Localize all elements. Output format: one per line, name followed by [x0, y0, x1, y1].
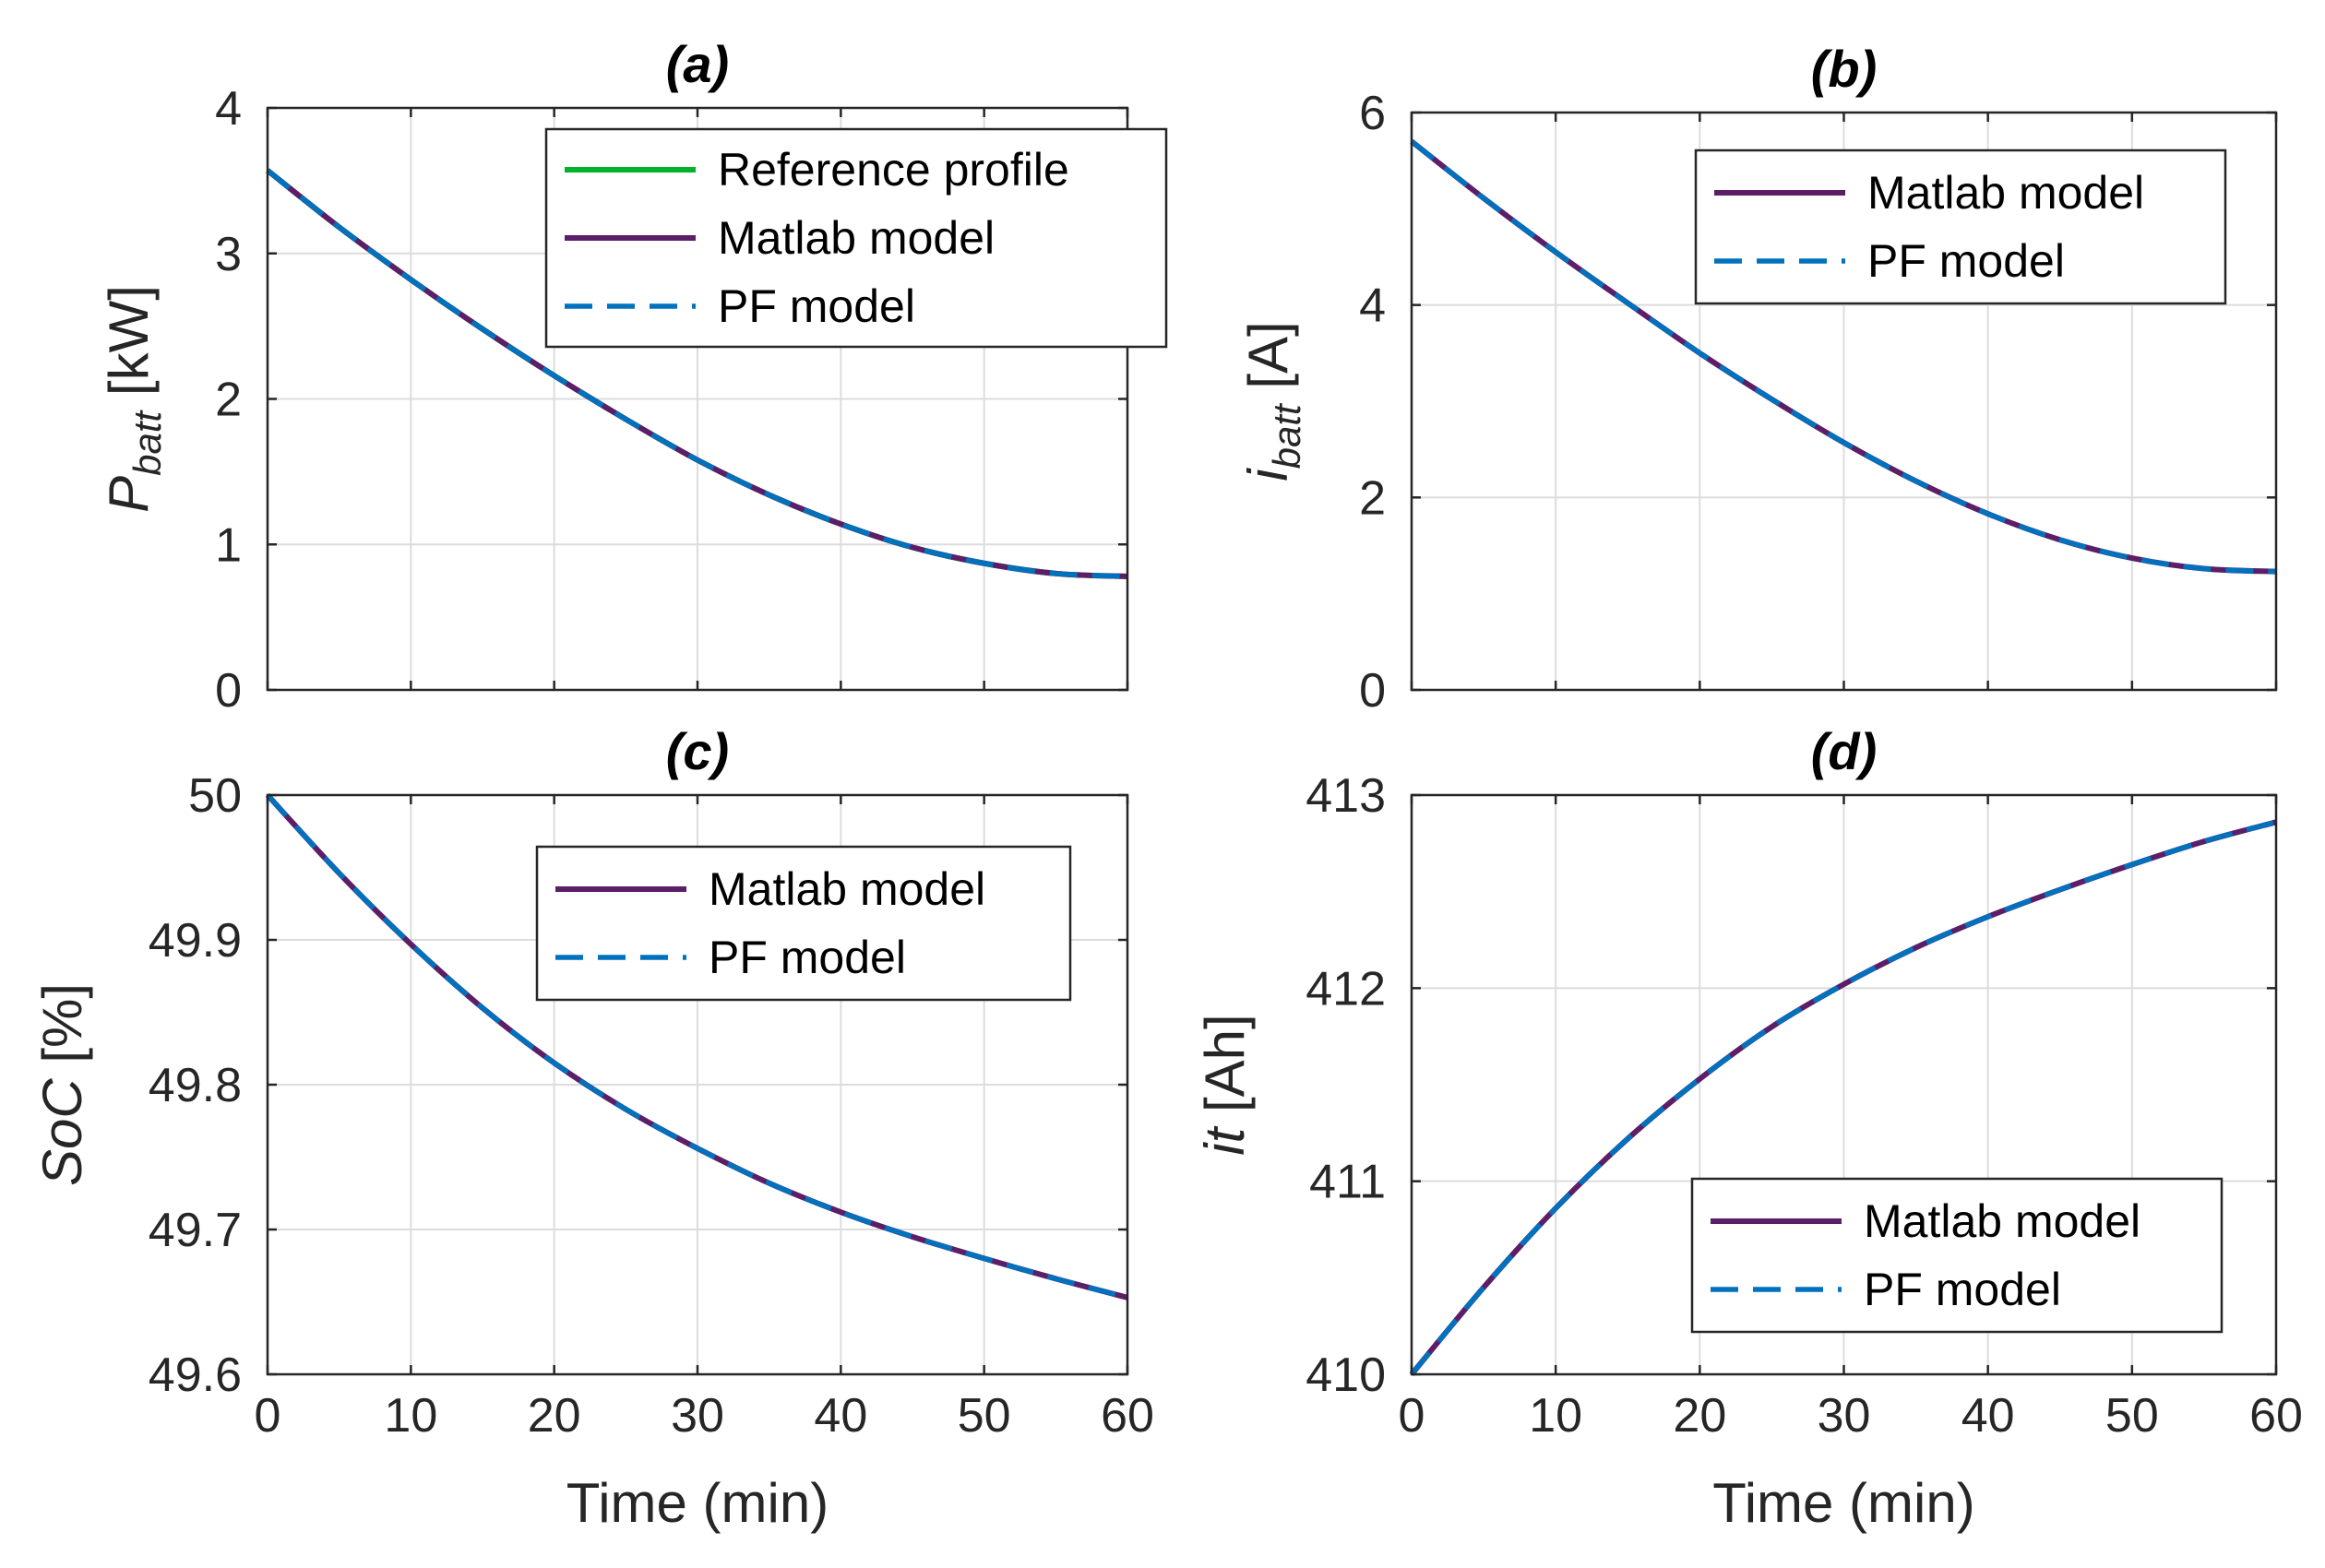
panel-a: 0 1 2 3 4 (a) Pbatt [kW] Reference profile Matla…	[98, 35, 1168, 718]
x-tick-label: 40	[1961, 1389, 2015, 1443]
legend-label: Matlab model	[1867, 167, 2144, 219]
y-axis-label-unit: [%]	[31, 983, 93, 1078]
x-tick-label: 30	[671, 1389, 724, 1443]
y-axis-label: Pbatt [kW]	[98, 285, 169, 513]
y-tick-label: 0	[1359, 664, 1386, 718]
legend: Reference profile Matlab model PF model	[544, 127, 1168, 349]
y-axis-label-unit: [A]	[1237, 321, 1299, 404]
y-tick-label: 0	[215, 664, 242, 718]
y-tick-label: 4	[1359, 279, 1386, 333]
legend-label: Reference profile	[718, 144, 1069, 196]
x-axis-label: Time (min)	[566, 1472, 829, 1534]
y-axis-label-subscript: batt	[1265, 402, 1308, 469]
legend-box	[1694, 148, 2227, 305]
legend-label: PF model	[1864, 1264, 2061, 1315]
panel-c: 0 10 20 30 40 50 60 49.6 49.7 49.8 49.9 50 (c) SoC [%…	[31, 722, 1154, 1534]
x-tick-label: 50	[958, 1389, 1011, 1443]
chart-title: (d)	[1811, 722, 1878, 780]
legend-label: Matlab model	[709, 863, 985, 915]
chart-title: (c)	[666, 722, 729, 780]
chart-title: (a)	[666, 35, 729, 93]
y-tick-label: 50	[188, 769, 242, 823]
x-tick-label: 60	[1101, 1389, 1154, 1443]
legend: Matlab model PF model	[535, 845, 1072, 1002]
panel-d: 0 10 20 30 40 50 60 410 411 412 413 (d) it [Ah] Time …	[1194, 722, 2303, 1534]
y-tick-label: 2	[1359, 471, 1386, 525]
y-tick-label: 6	[1359, 87, 1386, 140]
x-tick-label: 30	[1818, 1389, 1871, 1443]
x-tick-label: 50	[2105, 1389, 2159, 1443]
legend-label: Matlab model	[1864, 1195, 2140, 1247]
series-pf-model-line	[266, 168, 1128, 579]
legend-label: PF model	[718, 280, 915, 332]
series-pf-model-line	[1410, 139, 2277, 575]
y-axis-label-symbol: i	[1237, 468, 1299, 481]
legend-label: Matlab model	[718, 212, 995, 264]
legend: Matlab model PF model	[1690, 1177, 2224, 1334]
legend: Matlab model PF model	[1694, 148, 2227, 305]
y-axis-label-symbol: P	[98, 476, 160, 513]
y-axis-label-symbol: it	[1194, 1125, 1256, 1155]
y-tick-label: 412	[1306, 962, 1386, 1016]
y-tick-label: 4	[215, 82, 242, 136]
y-tick-label: 49.8	[149, 1059, 242, 1112]
x-tick-label: 10	[384, 1389, 437, 1443]
y-axis-label-unit: [Ah]	[1194, 1014, 1256, 1127]
y-tick-label: 413	[1306, 769, 1386, 823]
y-axis-label: it [Ah]	[1194, 1014, 1256, 1155]
x-axis-label: Time (min)	[1712, 1472, 1974, 1534]
x-tick-label: 0	[1399, 1389, 1425, 1443]
x-tick-label: 20	[528, 1389, 581, 1443]
x-tick-label: 20	[1673, 1389, 1726, 1443]
legend-box	[1690, 1177, 2224, 1334]
y-tick-label: 411	[1309, 1156, 1386, 1209]
x-tick-label: 0	[255, 1389, 281, 1443]
y-tick-label: 49.6	[149, 1348, 242, 1402]
legend-label: PF model	[1867, 235, 2065, 287]
x-tick-label: 60	[2249, 1389, 2303, 1443]
legend-label: PF model	[709, 932, 906, 983]
legend-box	[535, 845, 1072, 1002]
y-tick-label: 3	[215, 228, 242, 281]
panel-b: 0 2 4 6 (b) ibatt [A] Matlab model PF model	[1237, 40, 2278, 718]
series-pf-model-line	[1409, 819, 2277, 1376]
y-tick-label: 410	[1306, 1348, 1386, 1402]
y-axis-label-subscript: batt	[125, 409, 169, 475]
y-tick-label: 1	[215, 518, 242, 572]
y-axis-label-unit: [kW]	[98, 285, 160, 411]
y-tick-label: 49.7	[149, 1204, 242, 1257]
y-axis-label: SoC [%]	[31, 983, 93, 1186]
x-tick-label: 40	[814, 1389, 867, 1443]
y-axis-label-symbol: SoC	[31, 1078, 93, 1186]
series-pf-model-line	[265, 793, 1128, 1301]
y-tick-label: 2	[215, 374, 242, 427]
y-tick-label: 49.9	[149, 914, 242, 968]
y-axis-label: ibatt [A]	[1237, 321, 1308, 481]
x-tick-label: 10	[1529, 1389, 1582, 1443]
chart-title: (b)	[1811, 40, 1878, 98]
